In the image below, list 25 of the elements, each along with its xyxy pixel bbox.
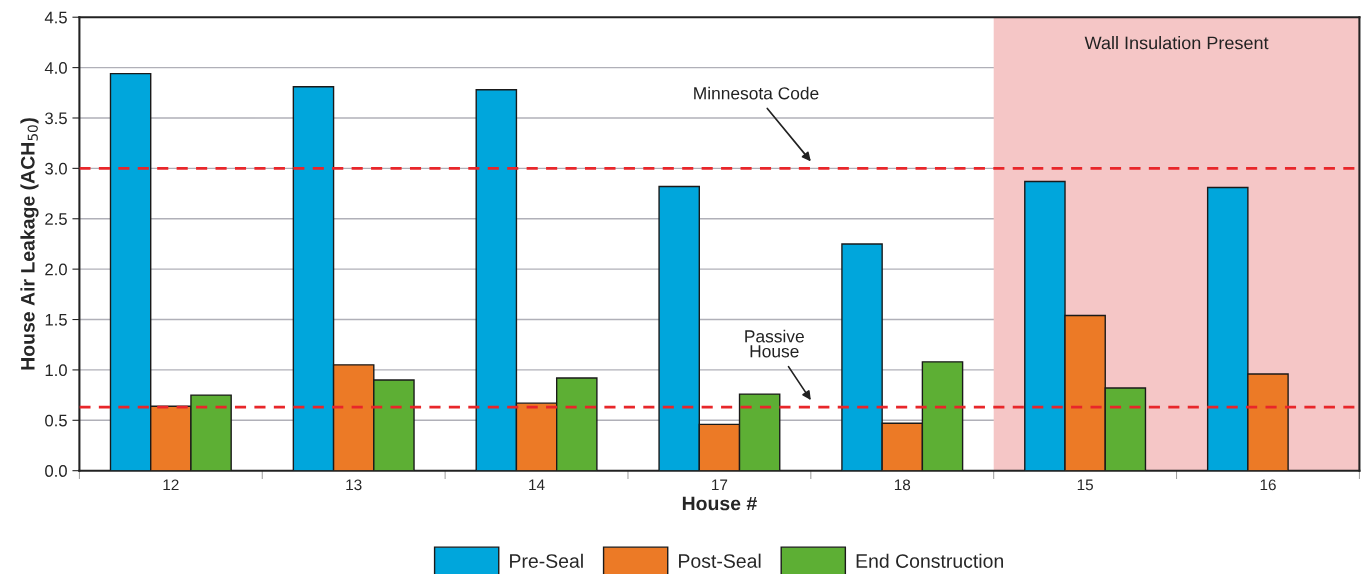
ref-line-label: Minnesota Code <box>694 86 819 100</box>
x-tick-label: 13 <box>346 479 362 491</box>
band-label: Wall Insulation Present <box>1084 36 1269 50</box>
y-tick-label: 3.0 <box>45 162 67 175</box>
y-tick-label: 1.0 <box>45 364 67 377</box>
legend-label: End Construction <box>856 553 1003 568</box>
y-tick-label: 3.5 <box>45 112 67 125</box>
y-tick-label: 1.5 <box>45 314 67 326</box>
legend-label: Pre-Seal <box>510 553 583 568</box>
x-tick-label: 16 <box>1260 479 1276 491</box>
x-tick-label: 12 <box>163 479 179 491</box>
y-tick-label: 0.0 <box>45 465 67 477</box>
x-tick-label: 14 <box>529 479 545 491</box>
y-tick-label: 2.0 <box>45 263 67 276</box>
y-tick-label: 0.5 <box>45 414 67 427</box>
legend-label: Post-Seal <box>679 553 761 568</box>
y-axis-title: House Air Leakage (ACH$_{50}$) <box>20 118 39 370</box>
y-tick-label: 4.5 <box>44 11 67 24</box>
ref-line-label: Passive House <box>745 329 804 358</box>
x-axis-title: House # <box>682 496 757 511</box>
x-tick-label: 18 <box>894 479 911 491</box>
y-tick-label: 2.5 <box>45 213 67 225</box>
x-tick-label: 15 <box>1077 479 1093 491</box>
y-tick-label: 4.0 <box>44 62 67 74</box>
x-tick-label: 17 <box>712 479 728 491</box>
